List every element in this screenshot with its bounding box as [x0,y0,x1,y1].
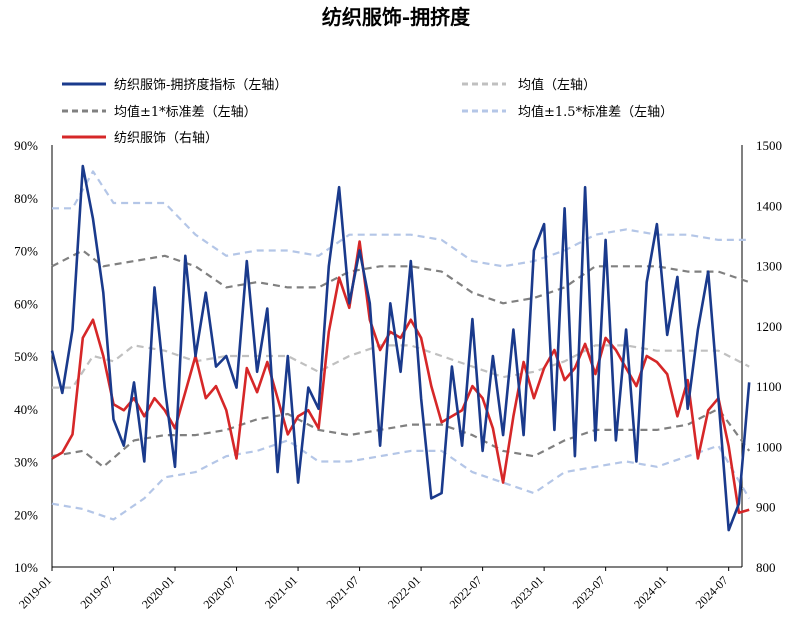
x-tick-label: 2019-01 [16,573,54,611]
x-tick-label: 2022-01 [385,573,423,611]
x-tick-label: 2023-01 [508,573,546,611]
legend-item-1-5sd-band: 均值±1.5*标准差（左轴） [462,104,673,120]
x-tick-label: 2022-07 [447,573,485,611]
left-y-tick-label: 10% [14,560,38,575]
right-y-tick-label: 1000 [756,439,782,454]
series-1-line [52,344,750,389]
series-0-line [50,164,751,532]
x-tick-label: 2021-01 [262,573,300,611]
left-y-tick-label: 70% [14,244,38,259]
left-y-tick-label: 90% [14,138,38,153]
series-4-line [51,240,750,515]
series-3-lower-band-line [51,439,751,521]
right-y-tick-label: 1200 [756,319,782,334]
right-y-tick-label: 1100 [756,379,782,394]
right-y-tick-label: 1500 [756,138,782,153]
left-y-tick-label: 30% [14,455,38,470]
right-y-tick-label: 900 [756,500,776,515]
right-y-tick-label: 1400 [756,198,782,213]
plot-series [50,164,751,532]
x-axis-ticks: 2019-01 2019-07 2020-01 2020-07 2021-01 2021-… [16,567,731,611]
legend-item-mean: 均值（左轴） [462,77,596,93]
right-y-tick-label: 800 [756,560,776,575]
legend-label-1-5sd-band: 均值±1.5*标准差（左轴） [518,104,673,120]
x-tick-label: 2023-07 [570,573,608,611]
legend-label-mean: 均值（左轴） [518,77,596,93]
left-y-axis-ticks: 90% 80% 70% 60% 50% 40% 30% 20% 10% [14,138,38,575]
legend-item-crowding-index: 纺织服饰-拥挤度指标（左轴） [62,77,287,93]
chart-title: 纺织服饰-拥挤度 [322,5,471,29]
left-y-tick-label: 20% [14,507,38,522]
x-tick-label: 2021-07 [324,573,362,611]
x-tick-label: 2024-01 [631,573,669,611]
legend-item-1sd-band: 均值±1*标准差（左轴） [62,104,257,120]
legend-label-crowding-index: 纺织服饰-拥挤度指标（左轴） [114,77,287,93]
legend-item-textile-apparel: 纺织服饰（右轴） [62,131,218,146]
left-y-tick-label: 40% [14,402,38,417]
right-y-tick-label: 1300 [756,259,782,274]
legend-label-1sd-band: 均值±1*标准差（左轴） [114,104,257,120]
left-y-tick-label: 80% [14,191,38,206]
x-tick-label: 2019-07 [77,573,115,611]
series-2-lower-band-line [51,407,751,468]
legend: 纺织服饰-拥挤度指标（左轴） 均值（左轴） 均值±1*标准差（左轴） 均值±1.… [62,77,673,146]
left-y-tick-label: 60% [14,296,38,311]
series-3-upper-band-line [52,170,750,268]
x-tick-label: 2024-07 [693,573,731,611]
legend-label-textile-apparel: 纺织服饰（右轴） [114,131,218,146]
x-tick-label: 2020-07 [200,573,238,611]
left-y-tick-label: 50% [14,349,38,364]
x-tick-label: 2020-01 [139,573,177,611]
right-y-axis-ticks: 1500 1400 1300 1200 1100 1000 900 800 [756,138,782,575]
